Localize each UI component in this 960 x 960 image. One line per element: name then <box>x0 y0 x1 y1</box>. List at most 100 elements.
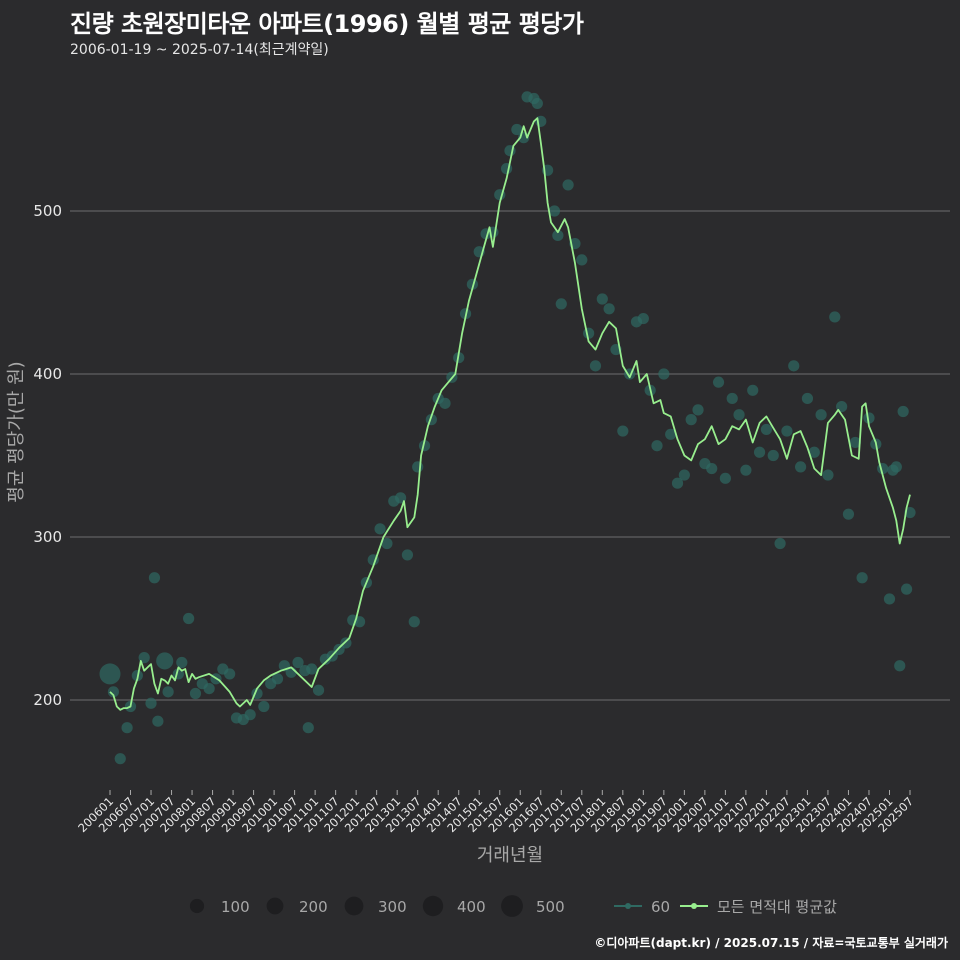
chart-title: 진량 초원장미타운 아파트(1996) 월별 평균 평당가 <box>70 10 584 38</box>
legend-average-label: 모든 면적대 평균값 <box>717 898 837 916</box>
legend-size-label: 400 <box>457 898 486 916</box>
legend-size-dot <box>266 897 284 915</box>
dot-60 <box>271 673 284 685</box>
dot-60 <box>706 462 718 475</box>
dot-60 <box>552 229 564 242</box>
legend-size-label: 100 <box>221 898 250 916</box>
dot-60 <box>883 593 896 605</box>
dot-60 <box>412 461 424 473</box>
dot-60 <box>726 392 738 405</box>
dot-60 <box>719 472 731 484</box>
dot-60 <box>374 523 386 535</box>
dot-60 <box>767 449 779 462</box>
dot-60 <box>183 612 195 625</box>
legend: 100 200 300 400 500 60 모든 면적대 평균값 <box>189 895 837 917</box>
legend-average-dot <box>691 903 697 909</box>
dot-60 <box>176 656 188 669</box>
dot-60 <box>788 360 800 372</box>
dot-60 <box>312 684 325 696</box>
dot-60 <box>401 549 414 561</box>
y-tick-label-200: 200 <box>33 691 62 709</box>
y-tick-label-300: 300 <box>33 528 62 546</box>
y-axis-ticks: 200 300 400 500 <box>33 202 62 709</box>
legend-size-dot <box>344 896 364 916</box>
dot-60 <box>753 446 766 458</box>
dot-60 <box>801 392 814 405</box>
dot-60 <box>849 436 861 449</box>
dot-60 <box>152 715 164 727</box>
dot-60 <box>531 97 543 110</box>
dot-60 <box>900 583 913 595</box>
x-axis-title: 거래년월 <box>477 845 543 866</box>
legend-size-label: 300 <box>378 898 407 916</box>
dot-60 <box>302 722 314 734</box>
average-line-path <box>109 117 911 711</box>
dot-60 <box>439 397 451 409</box>
dot-60 <box>292 656 304 669</box>
dot-60 <box>733 409 745 421</box>
dot-60 <box>890 461 902 473</box>
dot-60 <box>863 412 875 424</box>
x-axis-ticks: 2006012006072007012007072008012008072009… <box>75 790 916 835</box>
dot-60 <box>781 425 793 437</box>
dot-60 <box>381 537 393 550</box>
dot-60 <box>747 384 759 396</box>
dot-60 <box>418 440 431 452</box>
dot-60 <box>894 660 906 672</box>
legend-size-label: 500 <box>536 898 565 916</box>
dot-60 <box>794 461 807 473</box>
dot-60 <box>712 376 725 388</box>
legend-size-dot <box>189 898 205 914</box>
dot-60 <box>306 663 318 675</box>
average-line <box>109 117 911 711</box>
dot-60 <box>244 709 256 721</box>
dot-60 <box>815 409 827 421</box>
dot-60 <box>740 464 752 476</box>
dot-60 <box>408 616 420 628</box>
y-tick-label-400: 400 <box>33 365 62 383</box>
dot-60 <box>203 682 215 695</box>
legend-60-label: 60 <box>651 898 670 916</box>
legend-size-label: 200 <box>299 898 328 916</box>
dot-60 <box>897 405 909 418</box>
dot-60 <box>617 425 629 437</box>
dot-60 <box>548 205 561 217</box>
legend-60-dot <box>625 903 631 909</box>
chart-subtitle: 2006-01-19 ~ 2025-07-14(최근계약일) <box>70 42 329 58</box>
dot-60 <box>99 663 121 685</box>
dot-60 <box>678 469 690 481</box>
dot-60 <box>145 697 157 709</box>
dot-60 <box>665 428 677 440</box>
dot-60 <box>637 312 649 325</box>
dot-60 <box>808 446 820 458</box>
dot-60 <box>224 668 236 680</box>
dot-60 <box>555 298 567 310</box>
size-60-dots <box>99 91 916 765</box>
dot-60 <box>562 179 574 191</box>
dot-60 <box>603 303 615 315</box>
dot-60 <box>842 508 855 520</box>
dot-60 <box>500 163 513 175</box>
dot-60 <box>692 404 704 416</box>
dot-60 <box>156 652 174 670</box>
legend-size-dot <box>422 895 444 917</box>
dot-60 <box>511 123 523 136</box>
dot-60 <box>121 722 133 734</box>
dot-60 <box>774 537 786 550</box>
gridlines <box>70 210 950 701</box>
dot-60 <box>651 440 663 452</box>
dot-60 <box>856 572 868 584</box>
dot-60 <box>658 368 670 380</box>
dot-60 <box>107 686 120 698</box>
dot-60 <box>760 423 773 436</box>
y-tick-label-500: 500 <box>33 202 62 220</box>
dot-60 <box>596 293 608 305</box>
dot-60 <box>114 753 126 765</box>
dot-60 <box>671 477 684 489</box>
dot-60 <box>148 572 161 584</box>
legend-size-dot <box>501 895 523 917</box>
dot-60 <box>189 687 202 700</box>
y-axis-title: 평균 평당가(만 원) <box>6 361 27 502</box>
source-caption: ©디아파트(dapt.kr) / 2025.07.15 / 자료=국토교통부 실… <box>594 936 948 950</box>
